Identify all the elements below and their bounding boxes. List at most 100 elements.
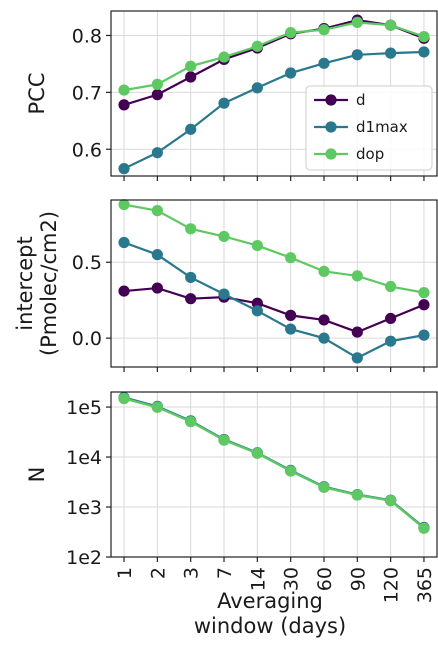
data-point-d1max (185, 123, 197, 135)
legend-swatch-marker-d (325, 94, 337, 106)
series-line-d (123, 286, 425, 334)
data-point-dop (218, 51, 230, 63)
data-point-dop (151, 205, 163, 217)
data-point-dop (151, 401, 163, 413)
panel-n: 1e2 1e3 1e4 1e5 N (25, 391, 438, 569)
data-point-d (118, 99, 130, 111)
data-point-d (118, 285, 130, 297)
data-point-d1max (185, 271, 197, 284)
plot-frame (110, 199, 438, 368)
x-tick-label: 120 (381, 567, 403, 603)
y-tick-label: 1e3 (66, 497, 102, 519)
grid-n (111, 392, 437, 558)
x-tick-label: 60 (314, 567, 336, 591)
series-line-d (123, 18, 425, 106)
data-point-d1max (251, 305, 263, 317)
data-point-dop (351, 270, 363, 282)
y-tick-label: 1e4 (66, 447, 102, 469)
x-tick-label: 2 (147, 567, 169, 579)
data-point-dop (251, 40, 263, 52)
series-line-d1max (123, 50, 424, 170)
data-point-d1max (318, 57, 330, 69)
x-axis-label: Averaging (217, 589, 323, 613)
x-tick-label: 30 (281, 567, 303, 591)
y-tick-label: 0.6 (72, 139, 102, 161)
data-point-d (418, 299, 430, 311)
y-tick-label: 1e2 (66, 547, 102, 569)
data-point-dop (385, 19, 397, 31)
y-tick-label: 0.8 (72, 25, 102, 47)
data-point-d1max (118, 163, 130, 175)
y-axis-label: intercept (13, 236, 37, 331)
data-point-dop (418, 31, 430, 43)
data-point-dop (418, 522, 430, 534)
data-point-d1max (418, 329, 430, 341)
data-point-d1max (385, 335, 397, 347)
data-point-d1max (351, 352, 363, 364)
y-tick-label: 1e5 (66, 397, 102, 419)
data-point-d (151, 89, 163, 101)
legend-swatch-marker-dop (325, 148, 337, 160)
data-point-d (318, 314, 330, 326)
data-point-d (385, 312, 397, 325)
data-point-dop (418, 287, 430, 299)
data-point-d (185, 71, 197, 83)
data-point-dop (351, 489, 363, 501)
data-point-d1max (285, 323, 297, 335)
x-tick-label: 365 (414, 567, 436, 603)
plot-frame (110, 10, 438, 177)
y-tick-label: 0.7 (72, 82, 102, 104)
series-line-dop (123, 21, 425, 92)
data-point-d1max (285, 67, 297, 79)
data-point-dop (218, 230, 230, 243)
x-tick-label: 7 (214, 567, 236, 579)
data-point-dop (351, 16, 363, 28)
data-point-dop (318, 481, 330, 493)
data-point-d (151, 282, 163, 294)
legend-label-dop: dop (356, 145, 384, 163)
data-point-d1max (318, 332, 330, 344)
series-line-dop (123, 397, 425, 530)
data-point-dop (385, 495, 397, 507)
data-point-d1max (418, 46, 430, 58)
data-point-d (185, 293, 197, 305)
data-point-dop (285, 465, 297, 477)
data-point-dop (218, 434, 230, 446)
data-point-dop (251, 447, 263, 459)
data-point-d1max (151, 249, 163, 261)
data-point-d (285, 309, 297, 321)
x-tick-label: 3 (181, 567, 203, 579)
x-tick-label: 14 (247, 567, 269, 591)
data-point-dop (318, 265, 330, 277)
data-point-d1max (118, 236, 130, 249)
data-point-d1max (385, 47, 397, 59)
plot-frame (110, 391, 438, 558)
legend: d d1max dop (305, 85, 433, 171)
data-point-dop (385, 280, 397, 293)
legend-swatch-marker-d1max (325, 121, 337, 133)
y-tick-label: 0.0 (72, 328, 102, 350)
panel-pcc: 0.6 0.7 0.8 PCC d d1max dop (25, 10, 438, 181)
data-point-dop (285, 27, 297, 39)
x-tick-label: 90 (347, 567, 369, 591)
x-axis-label: window (days) (194, 614, 346, 638)
data-point-d (351, 326, 363, 338)
series-line-dop (123, 203, 425, 294)
data-point-d1max (351, 49, 363, 61)
data-point-dop (118, 84, 130, 96)
x-tick-label: 1 (114, 567, 136, 579)
panel-intercept: 0.0 0.5 intercept (Pmolec/cm2) (13, 198, 438, 372)
legend-label-d1max: d1max (356, 118, 408, 136)
data-point-d1max (151, 147, 163, 159)
legend-box (305, 85, 433, 171)
data-point-dop (151, 78, 163, 90)
data-point-d1max (218, 97, 230, 109)
series-line-d1max (123, 241, 425, 360)
data-point-d1max (251, 82, 263, 94)
data-point-dop (251, 239, 263, 252)
data-point-dop (285, 252, 297, 264)
data-point-dop (185, 223, 197, 235)
data-point-dop (118, 198, 130, 211)
y-axis-label: (Pmolec/cm2) (37, 211, 61, 356)
